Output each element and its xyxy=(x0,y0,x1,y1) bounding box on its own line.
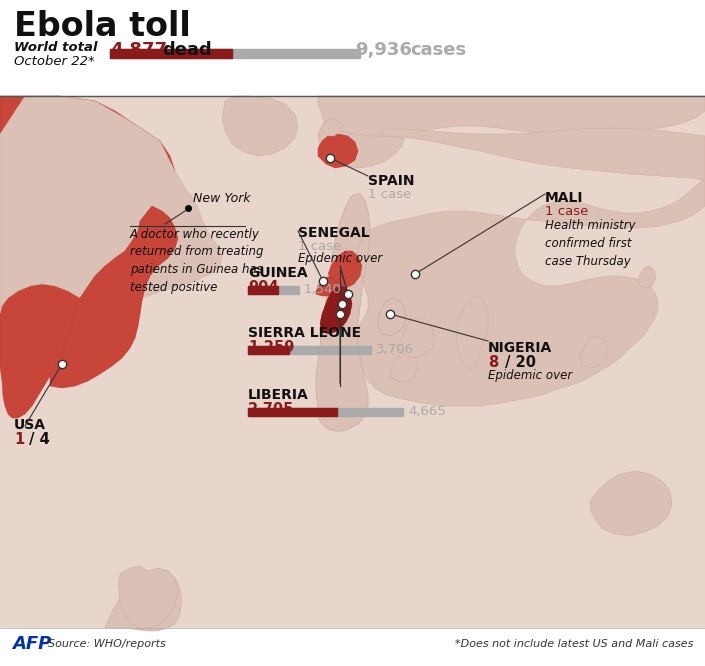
Bar xyxy=(0,0,705,96)
Text: cases: cases xyxy=(410,41,466,59)
Polygon shape xyxy=(328,251,362,288)
Polygon shape xyxy=(390,351,418,382)
Polygon shape xyxy=(456,296,488,368)
Bar xyxy=(248,346,371,354)
Bar xyxy=(248,408,403,416)
Text: / 4: / 4 xyxy=(24,432,50,447)
Polygon shape xyxy=(316,276,338,296)
Text: AFP: AFP xyxy=(12,635,51,653)
Bar xyxy=(110,49,360,58)
Text: MALI: MALI xyxy=(545,191,584,205)
Text: 9,936: 9,936 xyxy=(355,41,412,59)
Text: LIBERIA: LIBERIA xyxy=(248,388,309,402)
Text: *Does not include latest US and Mali cases: *Does not include latest US and Mali cas… xyxy=(455,639,693,649)
Text: SPAIN: SPAIN xyxy=(368,174,415,188)
Text: 1 case: 1 case xyxy=(368,188,412,201)
Polygon shape xyxy=(0,96,175,418)
Text: October 22*: October 22* xyxy=(14,55,94,68)
Polygon shape xyxy=(316,128,705,431)
Bar xyxy=(248,346,289,354)
Text: GUINEA: GUINEA xyxy=(248,266,307,280)
Bar xyxy=(248,286,278,294)
Text: 1 case: 1 case xyxy=(298,240,341,253)
Text: A doctor who recently
returned from treating
patients in Guinea has
tested posit: A doctor who recently returned from trea… xyxy=(130,228,264,294)
Bar xyxy=(110,49,232,58)
Polygon shape xyxy=(590,471,672,536)
Bar xyxy=(248,286,299,294)
Polygon shape xyxy=(318,96,705,136)
Text: USA: USA xyxy=(14,418,46,432)
Text: New York: New York xyxy=(193,192,250,205)
Text: dead: dead xyxy=(162,41,212,59)
Text: / 20: / 20 xyxy=(500,355,536,370)
Text: Health ministry
confirmed first
case Thursday: Health ministry confirmed first case Thu… xyxy=(545,219,636,268)
Text: 1: 1 xyxy=(14,432,24,447)
Text: NIGERIA: NIGERIA xyxy=(488,341,552,355)
Polygon shape xyxy=(580,336,608,368)
Text: 1,259: 1,259 xyxy=(248,340,295,355)
Polygon shape xyxy=(318,134,358,168)
Text: World total: World total xyxy=(14,41,97,54)
Polygon shape xyxy=(322,118,342,136)
Text: Source: WHO/reports: Source: WHO/reports xyxy=(48,639,166,649)
Text: 1,540: 1,540 xyxy=(304,284,342,296)
Polygon shape xyxy=(222,96,298,156)
Bar xyxy=(248,408,337,416)
Text: Ebola toll: Ebola toll xyxy=(14,10,191,43)
Bar xyxy=(0,628,705,666)
Text: 4,665: 4,665 xyxy=(408,406,446,418)
Polygon shape xyxy=(105,568,182,631)
Polygon shape xyxy=(50,206,178,388)
Polygon shape xyxy=(0,96,222,314)
Text: 4,877: 4,877 xyxy=(110,41,167,59)
Text: 904: 904 xyxy=(248,280,278,295)
Text: 8: 8 xyxy=(488,355,498,370)
Text: SIERRA LEONE: SIERRA LEONE xyxy=(248,326,361,340)
Polygon shape xyxy=(378,298,406,336)
Text: 3,706: 3,706 xyxy=(376,344,414,356)
Polygon shape xyxy=(118,566,178,628)
Polygon shape xyxy=(398,318,434,358)
Text: Epidemic over: Epidemic over xyxy=(488,369,572,382)
Polygon shape xyxy=(316,194,370,431)
Polygon shape xyxy=(318,104,405,168)
Polygon shape xyxy=(320,286,352,334)
Text: 2,705: 2,705 xyxy=(248,402,295,417)
Text: SENEGAL: SENEGAL xyxy=(298,226,369,240)
Text: 1 case: 1 case xyxy=(545,205,589,218)
Text: Epidemic over: Epidemic over xyxy=(298,252,382,265)
Bar xyxy=(0,96,705,628)
Polygon shape xyxy=(638,266,656,288)
